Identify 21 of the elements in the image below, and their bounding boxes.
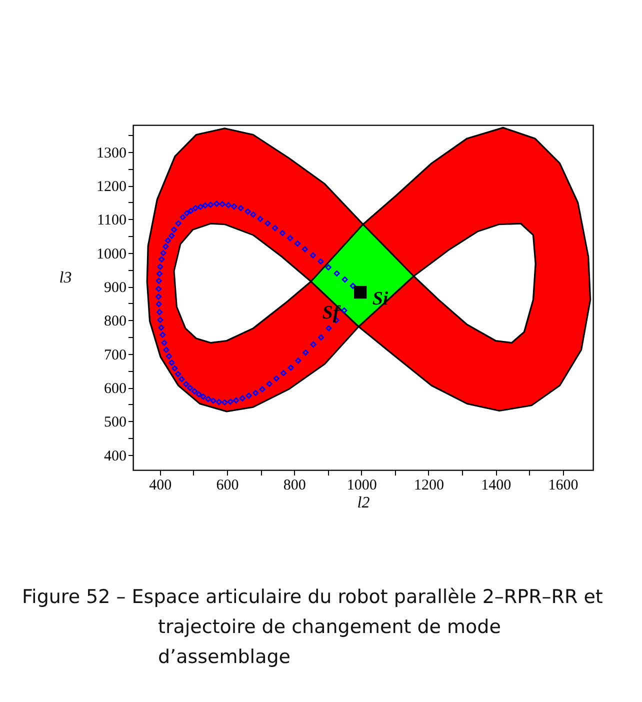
annotation: Sf bbox=[322, 302, 341, 324]
x-tick-label: 1000 bbox=[346, 478, 377, 494]
x-tick-label: 800 bbox=[283, 478, 306, 494]
x-tick-label: 600 bbox=[216, 478, 239, 494]
y-tick-label: 1200 bbox=[96, 179, 126, 196]
y-axis-title: l3 bbox=[59, 270, 72, 286]
y-tick-label: 600 bbox=[104, 381, 126, 398]
text: Figure 52 – Espace articulaire du robot parallèle 2–RPR–RR et trajectoire de changement de mode d’assemblage bbox=[22, 585, 604, 670]
y-tick-label: 1100 bbox=[97, 212, 126, 229]
y-tick-label: 400 bbox=[104, 448, 126, 464]
y-tick-label: 700 bbox=[104, 347, 126, 364]
x-tick-label: 1200 bbox=[414, 478, 444, 494]
y-tick-label: 900 bbox=[104, 280, 126, 296]
y-tick-label: 1300 bbox=[96, 145, 126, 162]
x-tick-label: 1600 bbox=[548, 478, 578, 494]
x-tick-label: 400 bbox=[149, 478, 172, 494]
x-axis-title: l2 bbox=[357, 494, 370, 512]
y-tick-label: 500 bbox=[104, 414, 126, 431]
y-tick-label: 1000 bbox=[96, 246, 126, 262]
y-tick-label: 800 bbox=[104, 314, 126, 330]
x-tick-label: 1400 bbox=[481, 478, 512, 494]
